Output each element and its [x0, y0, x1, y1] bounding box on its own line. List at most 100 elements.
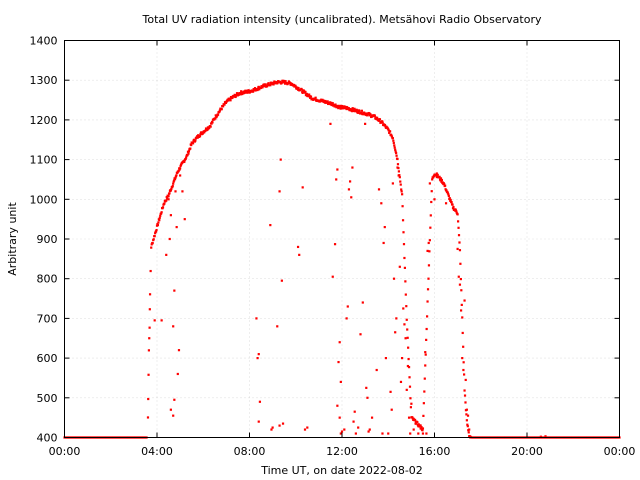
data-point	[177, 349, 181, 352]
data-point	[280, 279, 283, 282]
x-tick-label: 20:00	[511, 445, 543, 458]
data-point	[438, 175, 441, 178]
data-point	[382, 241, 385, 245]
data-point	[283, 79, 286, 83]
data-point	[425, 432, 428, 435]
data-point	[424, 364, 427, 367]
data-point	[414, 422, 418, 425]
data-point	[403, 266, 406, 269]
data-point	[444, 202, 448, 205]
data-point	[190, 143, 193, 147]
data-point	[427, 277, 430, 280]
data-point	[384, 357, 388, 360]
y-tick-label: 600	[37, 352, 58, 365]
data-point	[398, 265, 401, 268]
data-point	[409, 432, 412, 435]
data-point	[365, 386, 368, 389]
data-point	[426, 300, 429, 303]
data-point	[451, 203, 454, 206]
data-point	[463, 389, 466, 392]
data-point	[172, 182, 175, 185]
data-point	[165, 253, 168, 256]
data-point	[245, 89, 248, 92]
data-point	[167, 195, 170, 198]
data-point	[458, 283, 462, 286]
data-point	[160, 319, 163, 322]
data-point	[465, 408, 468, 411]
data-point	[173, 398, 176, 401]
data-point	[340, 104, 344, 108]
data-point	[392, 139, 395, 142]
data-point	[463, 373, 466, 376]
data-point	[263, 85, 266, 88]
data-point	[463, 394, 467, 397]
data-point	[174, 176, 177, 179]
data-point	[240, 90, 243, 93]
data-point	[402, 231, 405, 234]
data-point	[328, 102, 331, 106]
y-tick-label: 700	[37, 312, 58, 325]
data-point	[156, 222, 159, 226]
data-point	[413, 418, 417, 422]
data-point	[265, 85, 269, 88]
data-point	[154, 232, 157, 235]
data-point	[381, 432, 384, 435]
x-tick-label: 04:00	[141, 445, 173, 458]
data-point	[314, 96, 317, 99]
data-point	[435, 173, 438, 176]
data-point	[159, 214, 162, 217]
data-point	[269, 84, 272, 87]
data-point	[440, 178, 443, 182]
data-point	[165, 196, 168, 199]
data-point	[468, 428, 471, 431]
data-point	[259, 86, 263, 90]
data-point	[373, 114, 376, 117]
x-tick-label: 12:00	[326, 445, 358, 458]
data-point	[396, 163, 400, 166]
data-point	[303, 428, 307, 431]
data-point	[167, 198, 170, 201]
data-point	[154, 230, 158, 233]
data-point	[392, 141, 395, 145]
data-point	[209, 125, 212, 128]
data-point	[153, 235, 156, 238]
data-point	[400, 188, 403, 191]
data-point	[172, 325, 175, 328]
data-point	[378, 118, 382, 121]
data-point	[158, 219, 161, 222]
data-point	[339, 107, 342, 110]
data-point	[436, 173, 439, 176]
chart-title: Total UV radiation intensity (uncalibrat…	[142, 13, 542, 26]
data-point	[252, 90, 255, 93]
data-point	[404, 293, 407, 296]
data-point	[339, 380, 342, 384]
data-point	[454, 208, 457, 211]
y-tick-label: 400	[37, 432, 58, 445]
data-point	[155, 229, 158, 232]
data-point	[276, 81, 279, 84]
data-point	[377, 188, 381, 191]
data-point	[270, 428, 273, 431]
x-tick-label: 08:00	[234, 445, 266, 458]
data-point	[179, 174, 182, 177]
data-point	[390, 135, 394, 138]
data-point	[405, 305, 408, 308]
data-point	[407, 357, 410, 361]
data-point	[333, 243, 337, 246]
data-point	[463, 299, 466, 302]
data-point	[218, 109, 221, 112]
data-point	[333, 105, 336, 108]
data-point	[444, 184, 447, 187]
data-point	[459, 277, 462, 281]
data-point	[399, 183, 402, 186]
data-point	[320, 98, 323, 101]
data-point	[466, 423, 469, 426]
data-point	[381, 120, 384, 123]
data-point	[173, 178, 177, 181]
y-tick-label: 1200	[30, 114, 58, 127]
data-point	[412, 428, 415, 431]
data-point	[175, 174, 178, 177]
data-point	[365, 114, 369, 117]
